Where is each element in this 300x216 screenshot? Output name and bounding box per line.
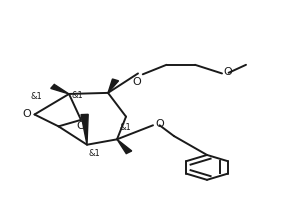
Polygon shape <box>51 84 69 94</box>
Polygon shape <box>108 79 119 93</box>
Text: &1: &1 <box>88 149 100 159</box>
Polygon shape <box>81 114 88 145</box>
Text: O: O <box>155 119 164 129</box>
Text: &1: &1 <box>31 92 42 101</box>
Text: O: O <box>224 67 232 77</box>
Polygon shape <box>117 139 132 154</box>
Text: O: O <box>22 110 32 119</box>
Text: &1: &1 <box>119 123 131 132</box>
Text: &1: &1 <box>72 91 84 100</box>
Text: O: O <box>76 121 85 131</box>
Text: O: O <box>132 77 141 87</box>
